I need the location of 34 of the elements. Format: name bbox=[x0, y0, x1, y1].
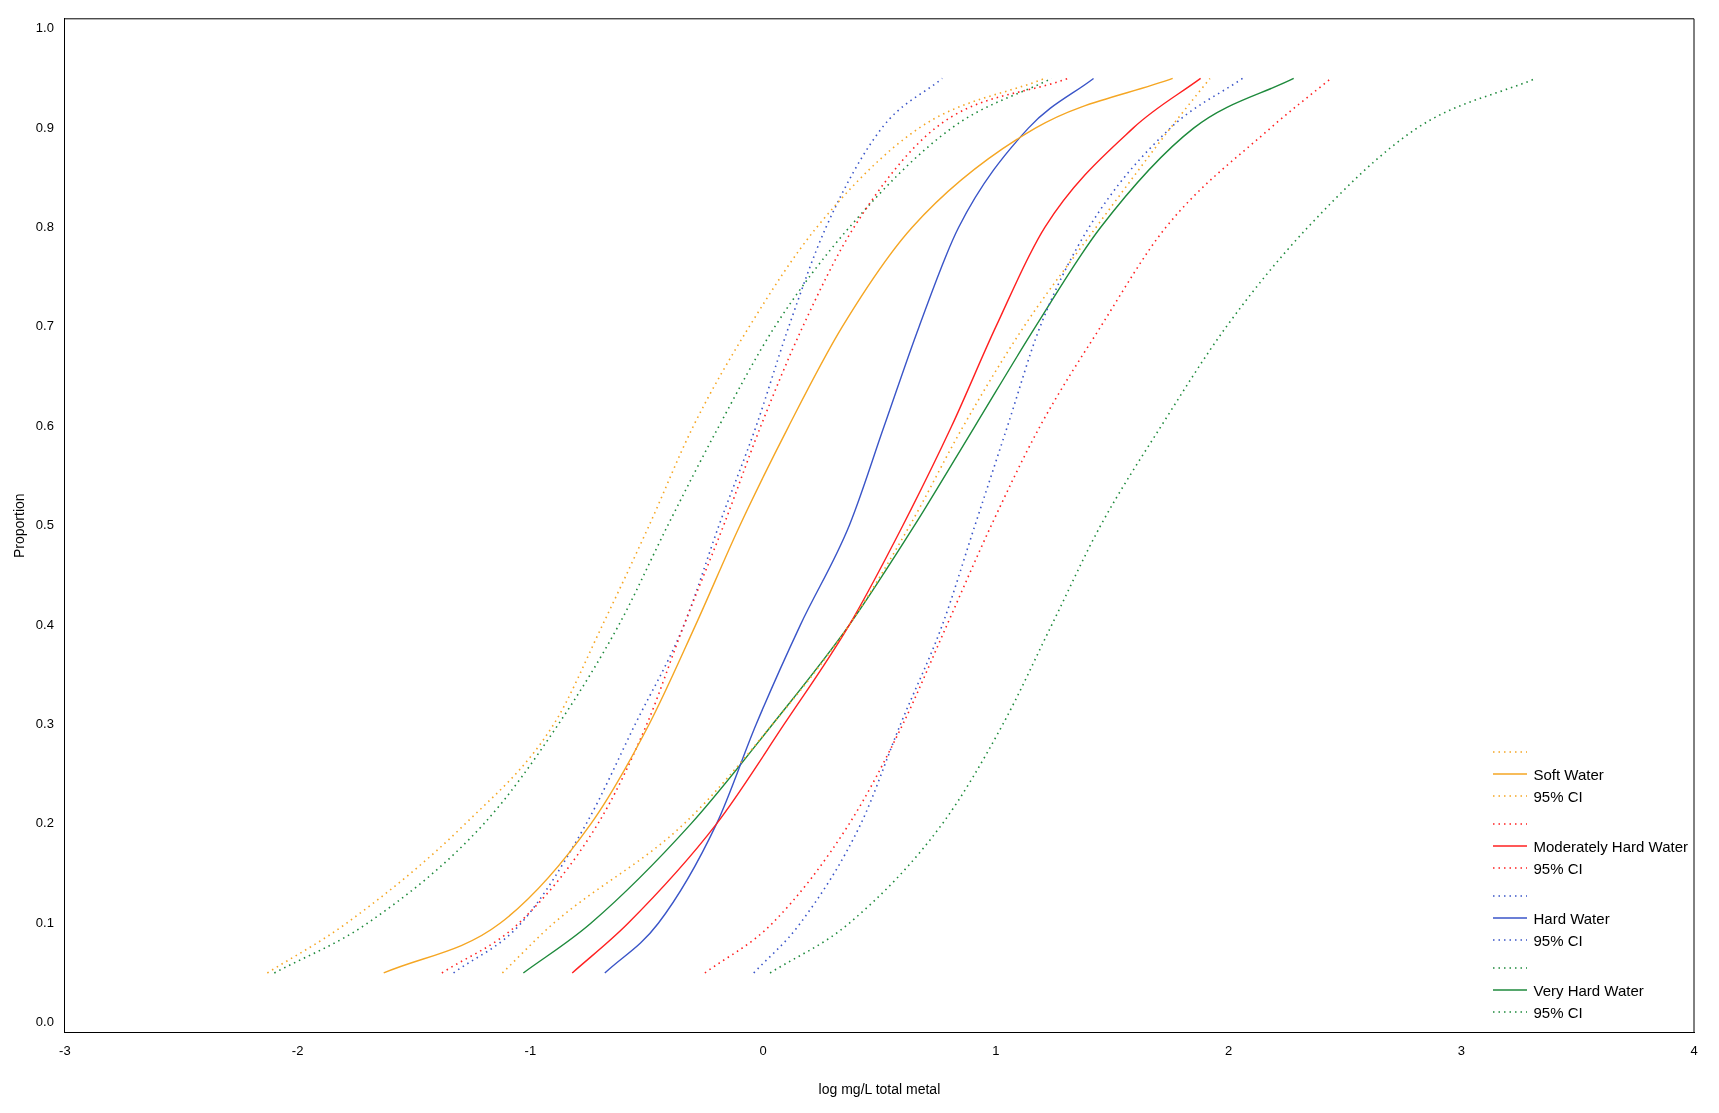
y-axis-title: Proportion bbox=[11, 493, 28, 558]
y-tick-label: 0.9 bbox=[35, 119, 54, 135]
line-series bbox=[383, 77, 1174, 974]
x-tick-label: 2 bbox=[1224, 1042, 1233, 1058]
y-tick-label: 0.1 bbox=[35, 914, 54, 930]
y-tick-label: 0.0 bbox=[35, 1014, 54, 1030]
x-axis-title: log mg/L total metal bbox=[818, 1081, 941, 1098]
y-tick-label: 0.2 bbox=[35, 815, 54, 831]
x-tick-label: 4 bbox=[1690, 1042, 1698, 1058]
legend-label: Soft Water bbox=[1533, 765, 1604, 783]
y-tick-label: 0.3 bbox=[35, 716, 54, 732]
line-series bbox=[752, 77, 1244, 974]
legend-label: Very Hard Water bbox=[1533, 981, 1644, 999]
x-tick-label: -1 bbox=[524, 1042, 537, 1058]
x-tick-label: 3 bbox=[1457, 1042, 1465, 1058]
x-tick-label: -2 bbox=[291, 1042, 304, 1058]
x-tick-label: 0 bbox=[759, 1042, 767, 1058]
y-tick-label: 0.7 bbox=[35, 318, 54, 334]
y-tick-label: 0.5 bbox=[35, 517, 54, 533]
legend-label: 95% CI bbox=[1533, 787, 1583, 805]
legend-label: 95% CI bbox=[1533, 859, 1583, 877]
y-tick-label: 0.6 bbox=[35, 417, 54, 433]
line-series bbox=[604, 77, 1095, 974]
legend-label: Hard Water bbox=[1533, 909, 1610, 927]
y-tick-label: 0.4 bbox=[35, 616, 54, 632]
legend-label: Moderately Hard Water bbox=[1533, 837, 1688, 855]
x-tick-label: -3 bbox=[59, 1042, 71, 1058]
x-tick-label: 1 bbox=[992, 1042, 1000, 1058]
y-tick-label: 1.0 bbox=[35, 20, 54, 36]
y-tick-label: 0.8 bbox=[35, 219, 54, 235]
legend-label: 95% CI bbox=[1533, 1003, 1583, 1021]
line-series bbox=[441, 77, 1069, 974]
line-series bbox=[704, 77, 1332, 974]
legend-label: 95% CI bbox=[1533, 931, 1583, 949]
